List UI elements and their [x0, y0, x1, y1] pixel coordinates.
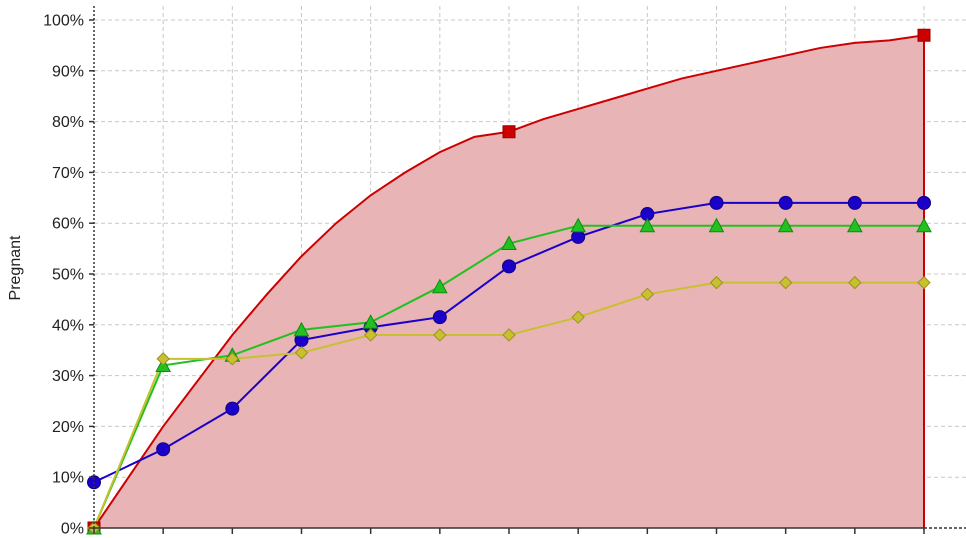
circle-marker: [778, 195, 793, 210]
series-markers: [86, 28, 932, 535]
diamond-marker: [363, 328, 378, 342]
reference-marker: [917, 28, 931, 42]
triangle-marker: [501, 235, 517, 251]
diamond-marker: [433, 328, 447, 342]
y-tick-label: 30%: [52, 368, 84, 385]
y-tick-label: 0%: [61, 521, 84, 538]
tick-labels: 0% 10% 20% 30% 40% 50% 60% 70% 80% 90% 100%: [43, 13, 84, 538]
triangle-marker: [293, 321, 310, 337]
triangle-marker: [777, 217, 794, 233]
y-tick-label: 90%: [52, 63, 84, 80]
y-tick-label: 50%: [52, 267, 84, 284]
y-tick-label: 70%: [52, 165, 84, 182]
circle-marker: [432, 310, 447, 325]
circle-marker: [502, 259, 516, 274]
circle-marker: [156, 442, 171, 457]
reference-marker: [502, 125, 516, 139]
diamond-marker: [502, 328, 516, 342]
circle-marker: [847, 195, 862, 210]
y-tick-label: 40%: [52, 317, 84, 334]
triangle-marker: [431, 278, 448, 294]
reference-fill: [94, 35, 924, 529]
diamond-marker: [225, 352, 240, 366]
diamond-marker: [848, 275, 862, 290]
reference-line: [93, 34, 925, 529]
diamond-marker: [571, 310, 585, 324]
diamond-marker: [294, 346, 309, 360]
triangle-marker: [708, 217, 725, 233]
circle-marker: [917, 195, 931, 210]
diamond-marker: [709, 275, 724, 290]
y-axis-title: Pregnant: [7, 235, 24, 300]
circle-marker: [225, 401, 240, 416]
y-tick-label: 20%: [52, 419, 84, 436]
y-tick-label: 80%: [52, 114, 84, 131]
triangle-marker: [916, 217, 932, 233]
diamond-marker: [156, 352, 170, 366]
y-tick-label: 100%: [43, 13, 84, 30]
axes: [89, 6, 966, 534]
diamond-marker: [917, 275, 931, 290]
circle-marker: [709, 195, 724, 210]
reference-area: [93, 34, 925, 529]
triangle-marker: [846, 217, 863, 233]
diamond-marker: [778, 275, 793, 290]
y-tick-label: 10%: [52, 470, 84, 487]
y-tick-label: 60%: [52, 216, 84, 233]
triangle-marker: [570, 217, 587, 233]
circle-marker: [571, 229, 586, 244]
triangle-marker: [639, 217, 656, 233]
diamond-marker: [640, 287, 655, 302]
